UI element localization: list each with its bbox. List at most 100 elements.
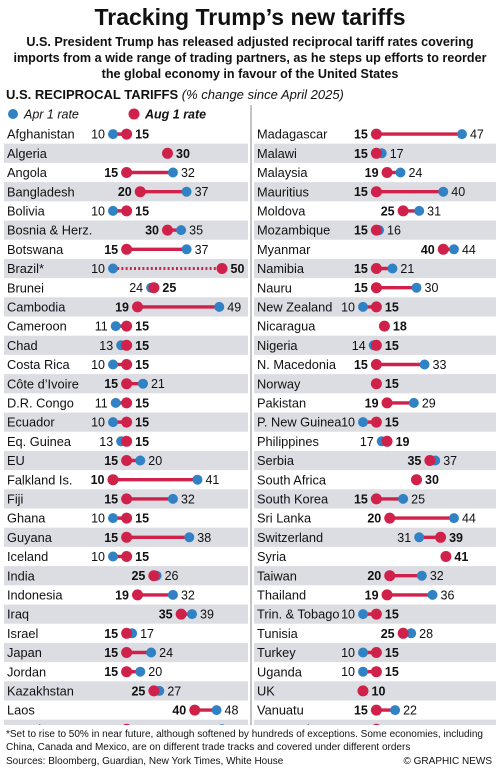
apr-value-label: 44 [462, 512, 476, 526]
country-label: Serbia [257, 453, 295, 468]
row-band [4, 566, 248, 586]
apr-value-label: 10 [91, 128, 105, 142]
aug-dot [121, 647, 133, 658]
country-label: Israel [7, 626, 38, 641]
country-label: Pakistan [257, 396, 306, 411]
aug-value-label: 30 [425, 473, 439, 487]
aug-value-label: 15 [135, 396, 149, 410]
aug-value-label: 15 [104, 627, 118, 641]
apr-value-label: 27 [167, 684, 181, 698]
apr-value-label: 24 [129, 281, 143, 295]
apr-value-label: 40 [451, 185, 465, 199]
apr-value-label: 21 [400, 262, 414, 276]
aug-dot [121, 205, 133, 217]
aug-value-label: 15 [135, 358, 149, 372]
apr-dot [219, 724, 225, 725]
aug-value-label: 50 [231, 262, 245, 276]
aug-dot [370, 378, 382, 390]
page-title: Tracking Trump’s new tariffs [94, 4, 406, 30]
country-label: Nicaragua [257, 319, 316, 334]
country-label: UK [257, 684, 275, 699]
aug-value-label: 15 [354, 185, 368, 199]
aug-dot [132, 589, 144, 601]
apr-dot [110, 397, 121, 408]
aug-dot [121, 416, 133, 428]
apr-dot [108, 551, 118, 562]
country-label: India [7, 568, 36, 583]
aug-dot [370, 704, 382, 716]
aug-dot [162, 224, 173, 236]
aug-dot [132, 301, 144, 313]
aug-dot [370, 147, 382, 159]
apr-dot [358, 647, 368, 658]
apr-dot [108, 129, 118, 140]
country-label: D.R. Congo [7, 396, 74, 411]
aug-value-label: 15 [135, 416, 149, 430]
country-label: Madagascar [257, 127, 328, 142]
legend-aug-label: Aug 1 rate [144, 108, 206, 122]
aug-dot [372, 723, 380, 725]
country-label: Bosnia & Herz. [7, 223, 92, 238]
country-label: Eq. Guinea [7, 434, 72, 449]
aug-value-label: 15 [385, 646, 399, 660]
aug-dot [370, 359, 382, 370]
aug-value-label: 15 [135, 128, 149, 142]
aug-dot [437, 243, 449, 255]
apr-value-label: 17 [360, 435, 374, 449]
section-heading: U.S. RECIPROCAL TARIFFS (% change since … [6, 87, 344, 102]
row-band [254, 527, 496, 547]
country-label: Moldova [257, 204, 306, 219]
aug-value-label: 39 [449, 531, 463, 545]
aug-value-label: 30 [145, 224, 159, 238]
aug-value-label: 15 [104, 166, 118, 180]
aug-value-label: 15 [104, 492, 118, 506]
aug-value-label: 25 [162, 281, 176, 295]
country-label: Guyana [7, 530, 53, 545]
apr-value-label: 17 [390, 147, 404, 161]
apr-value-label: 39 [200, 608, 214, 622]
apr-dot [408, 397, 419, 408]
country-label: Fiji [7, 492, 23, 507]
country-label: Laos [7, 703, 35, 718]
apr-dot [181, 186, 192, 197]
aug-value-label: 41 [454, 550, 468, 564]
aug-dot [370, 339, 382, 351]
country-label: Brunei [7, 280, 44, 295]
apr-value-label: 29 [422, 396, 436, 410]
country-label: Bolivia [7, 204, 46, 219]
country-label: Namibia [257, 261, 305, 276]
country-label: P. New Guinea [257, 415, 342, 430]
country-label: Afghanistan [7, 127, 75, 142]
aug-dot [121, 167, 133, 178]
aug-dot [121, 493, 133, 505]
apr-dot [358, 666, 368, 677]
aug-value-label: 15 [354, 147, 368, 161]
apr-dot [187, 609, 198, 620]
country-label: Nigeria [257, 338, 298, 353]
country-label: Norway [257, 376, 301, 391]
apr-dot [419, 359, 430, 370]
aug-value-label: 15 [135, 512, 149, 526]
apr-dot [167, 589, 178, 600]
aug-value-label: 15 [385, 608, 399, 622]
apr-dot [414, 532, 425, 543]
country-label: Trin. & Tobago [257, 607, 340, 622]
aug-dot [357, 685, 369, 697]
aug-dot [148, 282, 160, 294]
apr-value-label: 31 [427, 204, 441, 218]
apr-dot [414, 205, 425, 216]
apr-dot [167, 493, 178, 504]
apr-value-label: 10 [91, 512, 105, 526]
country-label: Iraq [7, 607, 29, 622]
aug-dot [175, 608, 187, 620]
apr-dot [135, 666, 146, 677]
apr-dot [211, 705, 222, 716]
aug-dot [107, 474, 119, 486]
country-label: Côte d’Ivoire [7, 376, 79, 391]
country-label: Mozambique [257, 223, 330, 238]
aug-value-label: 19 [115, 300, 129, 314]
country-label: Bangladesh [7, 184, 75, 199]
aug-dot [123, 723, 131, 725]
aug-value-label: 20 [367, 569, 381, 583]
